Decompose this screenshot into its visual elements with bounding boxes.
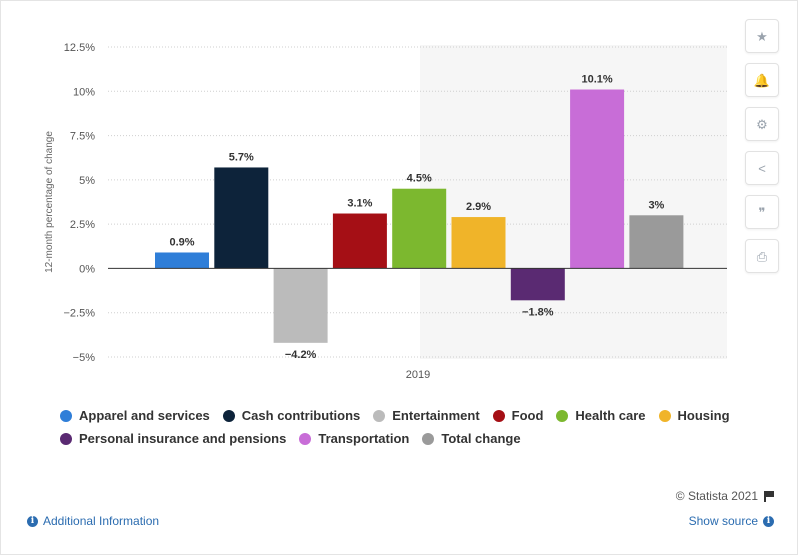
data-label: −1.8% — [522, 306, 554, 318]
bar-transportation[interactable] — [570, 89, 625, 269]
legend-item-food[interactable]: Food — [492, 408, 544, 423]
star-icon[interactable]: ★ — [745, 19, 779, 53]
legend-row: Apparel and services Cash contributions … — [60, 404, 740, 427]
y-tick-label: 12.5% — [64, 42, 95, 54]
legend-marker — [422, 432, 435, 445]
bar-personal-insurance-and-pensions[interactable] — [510, 268, 565, 301]
show-source-label: Show source — [688, 514, 758, 528]
bar-cash-contributions[interactable] — [214, 167, 269, 269]
data-labels: 0.9% 5.7% −4.2% 3.1% 4.5% 2.9% −1.8% 10.1% 3% — [169, 74, 664, 361]
y-tick-label: 5% — [79, 175, 95, 187]
flag-icon — [764, 491, 774, 502]
data-label: 3% — [648, 199, 664, 211]
data-label: 2.9% — [466, 201, 491, 213]
legend-label: Personal insurance and pensions — [79, 431, 287, 446]
data-label: 5.7% — [229, 151, 254, 163]
x-axis-category-label: 2019 — [406, 369, 430, 381]
share-icon[interactable]: < — [745, 151, 779, 185]
y-tick-label: 2.5% — [70, 219, 95, 231]
quote-icon[interactable]: ❞ — [745, 195, 779, 229]
legend-row: Personal insurance and pensions Transpor… — [60, 427, 740, 450]
bar-total-change[interactable] — [629, 215, 684, 269]
legend-marker — [373, 409, 386, 422]
info-icon: i — [27, 515, 38, 527]
legend-marker — [492, 409, 505, 422]
chart-toolbar: ★ 🔔 ⚙ < ❞ ⎙ — [745, 19, 781, 283]
y-tick-label: 0% — [79, 263, 95, 275]
data-label: 10.1% — [581, 74, 612, 86]
data-label: −4.2% — [285, 349, 317, 361]
info-icon: i — [763, 515, 774, 527]
bar-chart: −5% −2.5% 0% 2.5% 5% 7.5% 10% 12.5% 0.9% 5.7% −4.… — [44, 42, 727, 381]
data-label: 0.9% — [169, 236, 194, 248]
y-tick-label: 7.5% — [70, 131, 95, 143]
legend-label: Apparel and services — [79, 408, 210, 423]
y-axis-ticks: −5% −2.5% 0% 2.5% 5% 7.5% 10% 12.5% — [64, 42, 96, 364]
legend-label: Housing — [677, 408, 730, 423]
print-icon[interactable]: ⎙ — [745, 239, 779, 273]
legend-item-transportation[interactable]: Transportation — [299, 431, 409, 446]
legend-item-entertainment[interactable]: Entertainment — [373, 408, 480, 423]
additional-info-link[interactable]: i Additional Information — [27, 514, 159, 528]
data-label: 4.5% — [407, 173, 432, 185]
legend-marker — [299, 432, 312, 445]
bars — [155, 89, 684, 343]
y-tick-label: 10% — [73, 86, 95, 98]
legend-label: Cash contributions — [241, 408, 361, 423]
y-tick-label: −2.5% — [64, 308, 96, 320]
legend-item-housing[interactable]: Housing — [658, 408, 730, 423]
additional-info-label: Additional Information — [43, 514, 160, 528]
y-axis-label: 12-month percentage of change — [44, 131, 55, 273]
bar-apparel-and-services[interactable] — [155, 252, 209, 269]
bar-health-care[interactable] — [392, 188, 447, 269]
show-source-link[interactable]: Show source i — [689, 514, 774, 528]
legend-label: Food — [511, 408, 544, 423]
legend-item-apparel[interactable]: Apparel and services — [60, 408, 210, 423]
legend-item-health-care[interactable]: Health care — [556, 408, 646, 423]
statista-credit[interactable]: © Statista 2021 — [676, 489, 774, 503]
legend-marker — [658, 409, 671, 422]
data-label: 3.1% — [347, 198, 372, 210]
legend-item-cash-contributions[interactable]: Cash contributions — [222, 408, 361, 423]
bar-entertainment[interactable] — [273, 268, 328, 343]
bell-icon[interactable]: 🔔 — [745, 63, 779, 97]
bar-housing[interactable] — [451, 217, 506, 269]
legend-label: Total change — [441, 431, 521, 446]
legend-label: Entertainment — [392, 408, 480, 423]
legend-label: Transportation — [318, 431, 410, 446]
chart-legend: Apparel and services Cash contributions … — [60, 404, 740, 450]
legend-marker — [222, 409, 235, 422]
legend-marker — [60, 409, 72, 422]
bar-food[interactable] — [332, 213, 387, 269]
gear-icon[interactable]: ⚙ — [745, 107, 779, 141]
legend-marker — [556, 409, 569, 422]
credit-text: © Statista 2021 — [675, 489, 758, 503]
legend-item-total-change[interactable]: Total change — [422, 431, 521, 446]
y-tick-label: −5% — [73, 352, 96, 364]
legend-marker — [60, 432, 72, 445]
legend-label: Health care — [575, 408, 646, 423]
legend-item-personal-insurance[interactable]: Personal insurance and pensions — [60, 431, 286, 446]
